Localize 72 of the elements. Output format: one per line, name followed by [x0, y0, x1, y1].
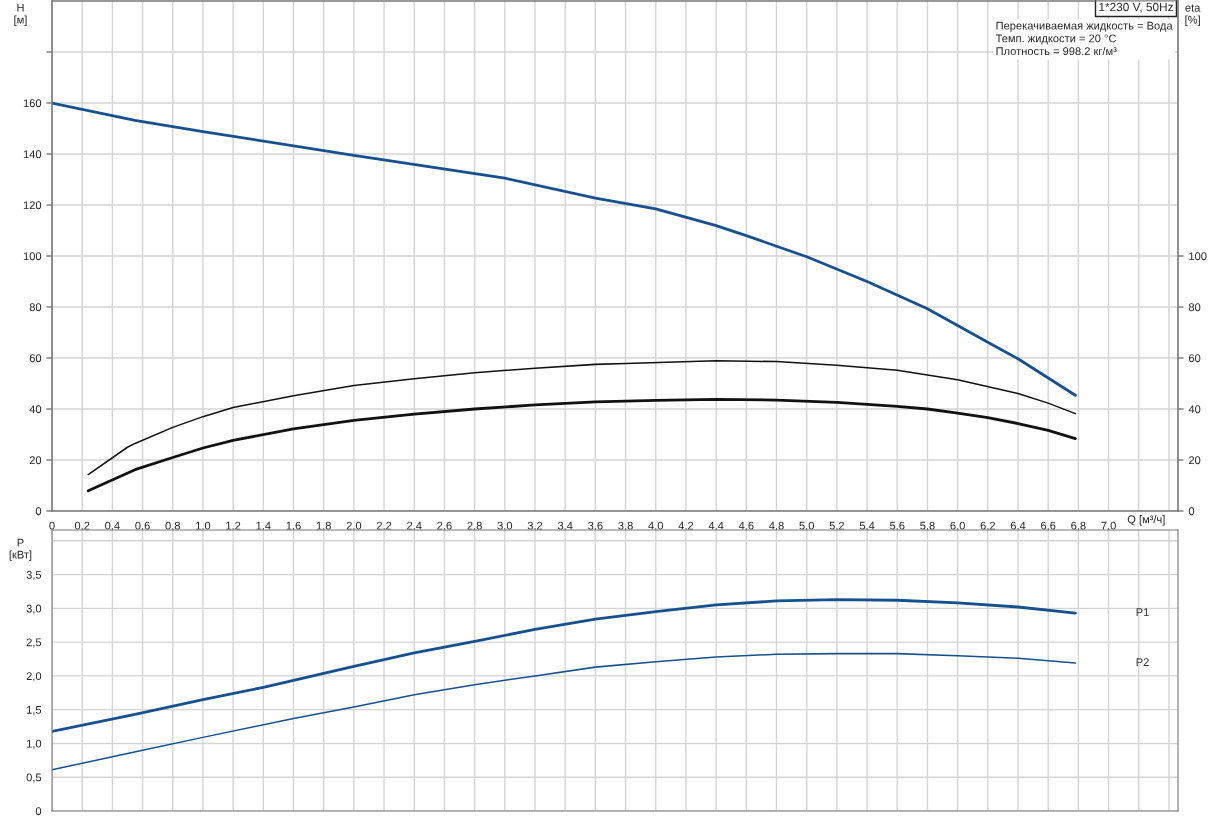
x-tick-label: 3,0: [497, 521, 513, 531]
x-tick-label: 4,2: [678, 521, 694, 531]
line-series: [86, 397, 1077, 493]
y-tick-label: 160: [23, 99, 42, 108]
y2-tick-label: 40: [1188, 405, 1201, 414]
x-tick-label: 2,0: [346, 521, 362, 531]
x-axis-title: Q [м³/ч]: [1127, 515, 1165, 526]
x-tick-label: 1,8: [316, 521, 331, 531]
y-tick-label: 0: [35, 507, 42, 516]
y-tick-label: 0,5: [26, 773, 42, 783]
x-tick-label: 0,4: [105, 521, 120, 531]
x-tick-label: 5,4: [859, 521, 875, 531]
line-series: [52, 101, 1077, 397]
y-tick-label: 2,0: [26, 672, 42, 682]
y2-tick-label: 20: [1188, 456, 1201, 465]
y2-axis-title: eta [%]: [1185, 4, 1201, 26]
x-tick-label: 4,0: [648, 521, 664, 531]
x-tick-label: 2,8: [467, 521, 482, 531]
x-tick-label: 0: [49, 521, 55, 530]
y-tick-label: 0: [35, 807, 42, 816]
y-tick-label: 60: [29, 354, 42, 363]
x-tick-label: 7,0: [1101, 521, 1116, 531]
x-tick-label: 6,6: [1041, 521, 1056, 531]
x-tick-label: 5,6: [889, 521, 905, 531]
line-series: [52, 598, 1077, 733]
x-tick-label: 3,2: [527, 521, 543, 531]
y-tick-label: 3,0: [26, 604, 42, 614]
x-tick-label: 2,6: [437, 521, 452, 531]
y2-tick-label: 80: [1188, 303, 1201, 312]
annotation: 1*230 V, 50Hz: [1099, 2, 1173, 13]
x-tick-label: 1,0: [196, 521, 211, 531]
y-tick-label: 2,5: [26, 638, 42, 648]
x-tick-label: 2,4: [407, 521, 422, 531]
y-tick-label: 100: [23, 252, 42, 261]
y-tick-label: 1,5: [26, 706, 42, 716]
x-tick-label: 4,6: [738, 521, 754, 531]
x-tick-label: 0,6: [135, 521, 150, 531]
y2-tick-label: 0: [1188, 507, 1195, 516]
y-tick-label: 20: [29, 456, 42, 465]
y-tick-label: 140: [23, 150, 42, 159]
y2-tick-label: 100: [1189, 252, 1207, 261]
y-tick-label: 120: [23, 201, 42, 210]
line-series: [87, 360, 1077, 476]
x-tick-label: 5,8: [920, 521, 935, 531]
x-tick-label: 3,4: [557, 521, 573, 531]
x-tick-label: 3,6: [588, 521, 603, 531]
y-tick-label: 80: [29, 303, 42, 312]
x-tick-label: 1,6: [286, 521, 301, 531]
x-tick-label: 0,2: [74, 521, 90, 531]
y-axis-title: P [кВт]: [9, 538, 32, 561]
y-tick-label: 40: [29, 405, 42, 414]
x-tick-label: 4,8: [769, 521, 784, 531]
x-tick-label: 1,2: [226, 521, 241, 531]
y2-tick-label: 60: [1188, 354, 1201, 363]
y-axis-title: H [м]: [14, 3, 27, 26]
x-tick-label: 2,2: [376, 521, 392, 531]
x-tick-label: 5,2: [829, 521, 845, 531]
x-tick-label: 3,8: [618, 521, 633, 531]
x-tick-label: 6,4: [1010, 521, 1026, 531]
x-tick-label: 0,8: [165, 521, 180, 531]
text: P2: [1136, 658, 1149, 666]
x-tick-label: 5,0: [799, 521, 814, 531]
y-tick-label: 3,5: [26, 570, 42, 581]
x-tick-label: 4,4: [708, 521, 724, 531]
x-tick-label: 1,4: [256, 521, 271, 531]
y-tick-label: 1,0: [26, 739, 42, 749]
text: P1: [1136, 608, 1149, 616]
line-series: [52, 652, 1077, 771]
annotation: Перекачиваемая жидкость = Вода Темп. жидкости = 20 °C Плотность = 998.2 кг/м³: [995, 21, 1173, 56]
x-tick-label: 6,2: [980, 521, 995, 531]
x-tick-label: 6,8: [1071, 521, 1086, 531]
x-tick-label: 6,0: [950, 521, 965, 531]
